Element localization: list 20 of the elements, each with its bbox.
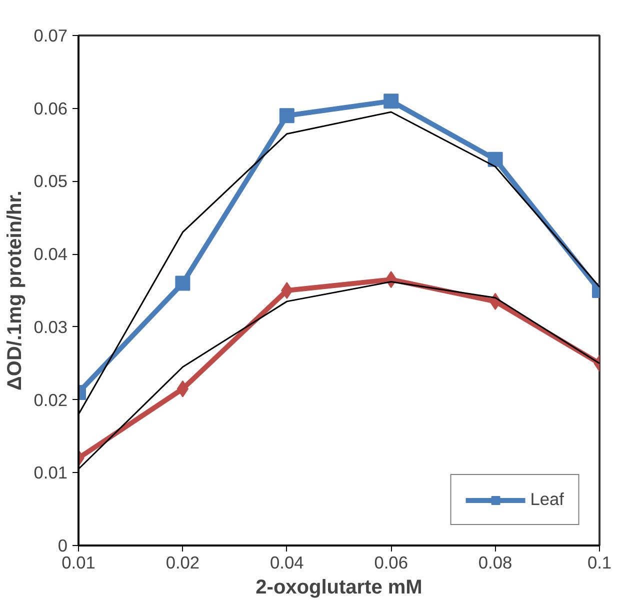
x-tick-label: 0.1 <box>587 552 612 572</box>
point <box>279 108 294 124</box>
x-tick-label: 0.04 <box>270 552 304 572</box>
y-tick-label: 0.07 <box>34 26 68 46</box>
y-tick-label: 0.04 <box>34 244 68 264</box>
point <box>281 282 293 299</box>
y-axis-title: ΔOD/.1mg protein/hr. <box>4 190 26 390</box>
x-tick-label: 0.01 <box>62 552 96 572</box>
point <box>384 94 399 109</box>
legend-label: Leaf <box>530 489 564 510</box>
y-tick-label: 0 <box>58 536 68 556</box>
x-axis-title: 2-oxoglutarte mM <box>256 576 422 598</box>
x-tick-label: 0.06 <box>374 552 408 572</box>
y-tick-label: 0.02 <box>34 390 68 410</box>
x-tick-label: 0.02 <box>166 552 200 572</box>
y-tick-label: 0.03 <box>34 316 68 337</box>
y-tick-label: 0.01 <box>34 462 68 483</box>
y-tick-label: 0.06 <box>34 98 68 118</box>
x-tick-label: 0.08 <box>478 552 512 572</box>
y-tick-label: 0.05 <box>34 171 68 192</box>
